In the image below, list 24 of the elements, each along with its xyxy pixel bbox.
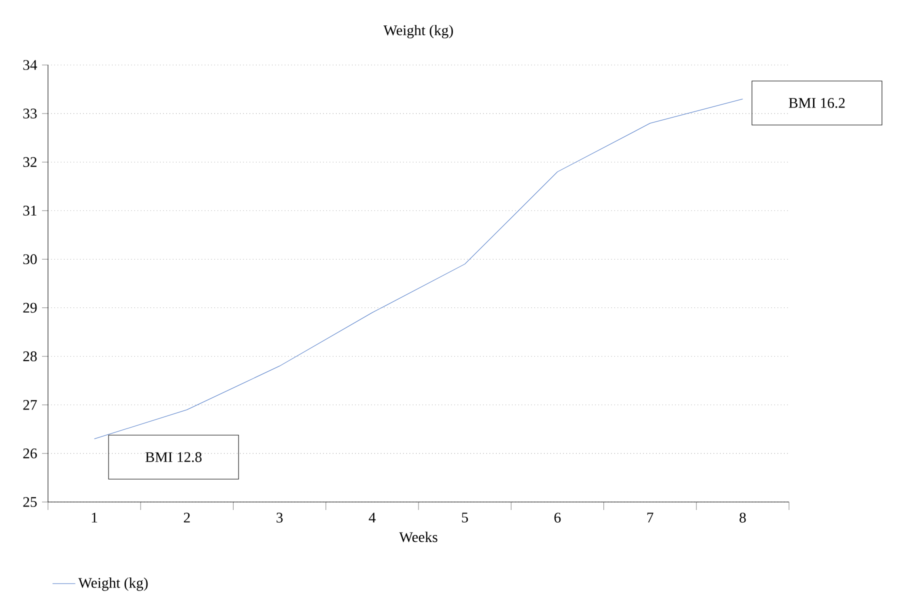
y-tick-label: 29 (23, 302, 37, 313)
line-series (94, 98, 743, 440)
y-tick-label: 26 (23, 448, 37, 458)
annotation: BMI 16.2 (788, 98, 845, 108)
y-tick-label: 31 (23, 206, 36, 216)
chart-title: Weight (kg) (383, 24, 453, 38)
x-tick-label: 1 (92, 512, 98, 522)
x-tick-label: 8 (740, 512, 746, 523)
x-tick-label: 7 (647, 512, 654, 522)
annotation: BMI 12.8 (145, 452, 202, 462)
y-tick-label: 34 (23, 60, 38, 70)
y-tick-label: 33 (23, 108, 37, 118)
y-tick-label: 25 (23, 497, 37, 507)
y-tick-label: 30 (23, 254, 37, 264)
y-tick-label: 28 (23, 351, 37, 362)
legend-label: Weight (kg) (78, 578, 148, 591)
x-axis-title: Weeks (399, 532, 438, 542)
x-tick-label: 6 (554, 512, 561, 523)
x-tick-label: 3 (276, 512, 283, 523)
x-tick-label: 4 (368, 512, 376, 522)
x-tick-label: 2 (184, 512, 190, 522)
y-tick-label: 32 (23, 157, 36, 168)
y-tick-label: 27 (23, 400, 37, 410)
x-tick-label: 5 (462, 512, 468, 522)
